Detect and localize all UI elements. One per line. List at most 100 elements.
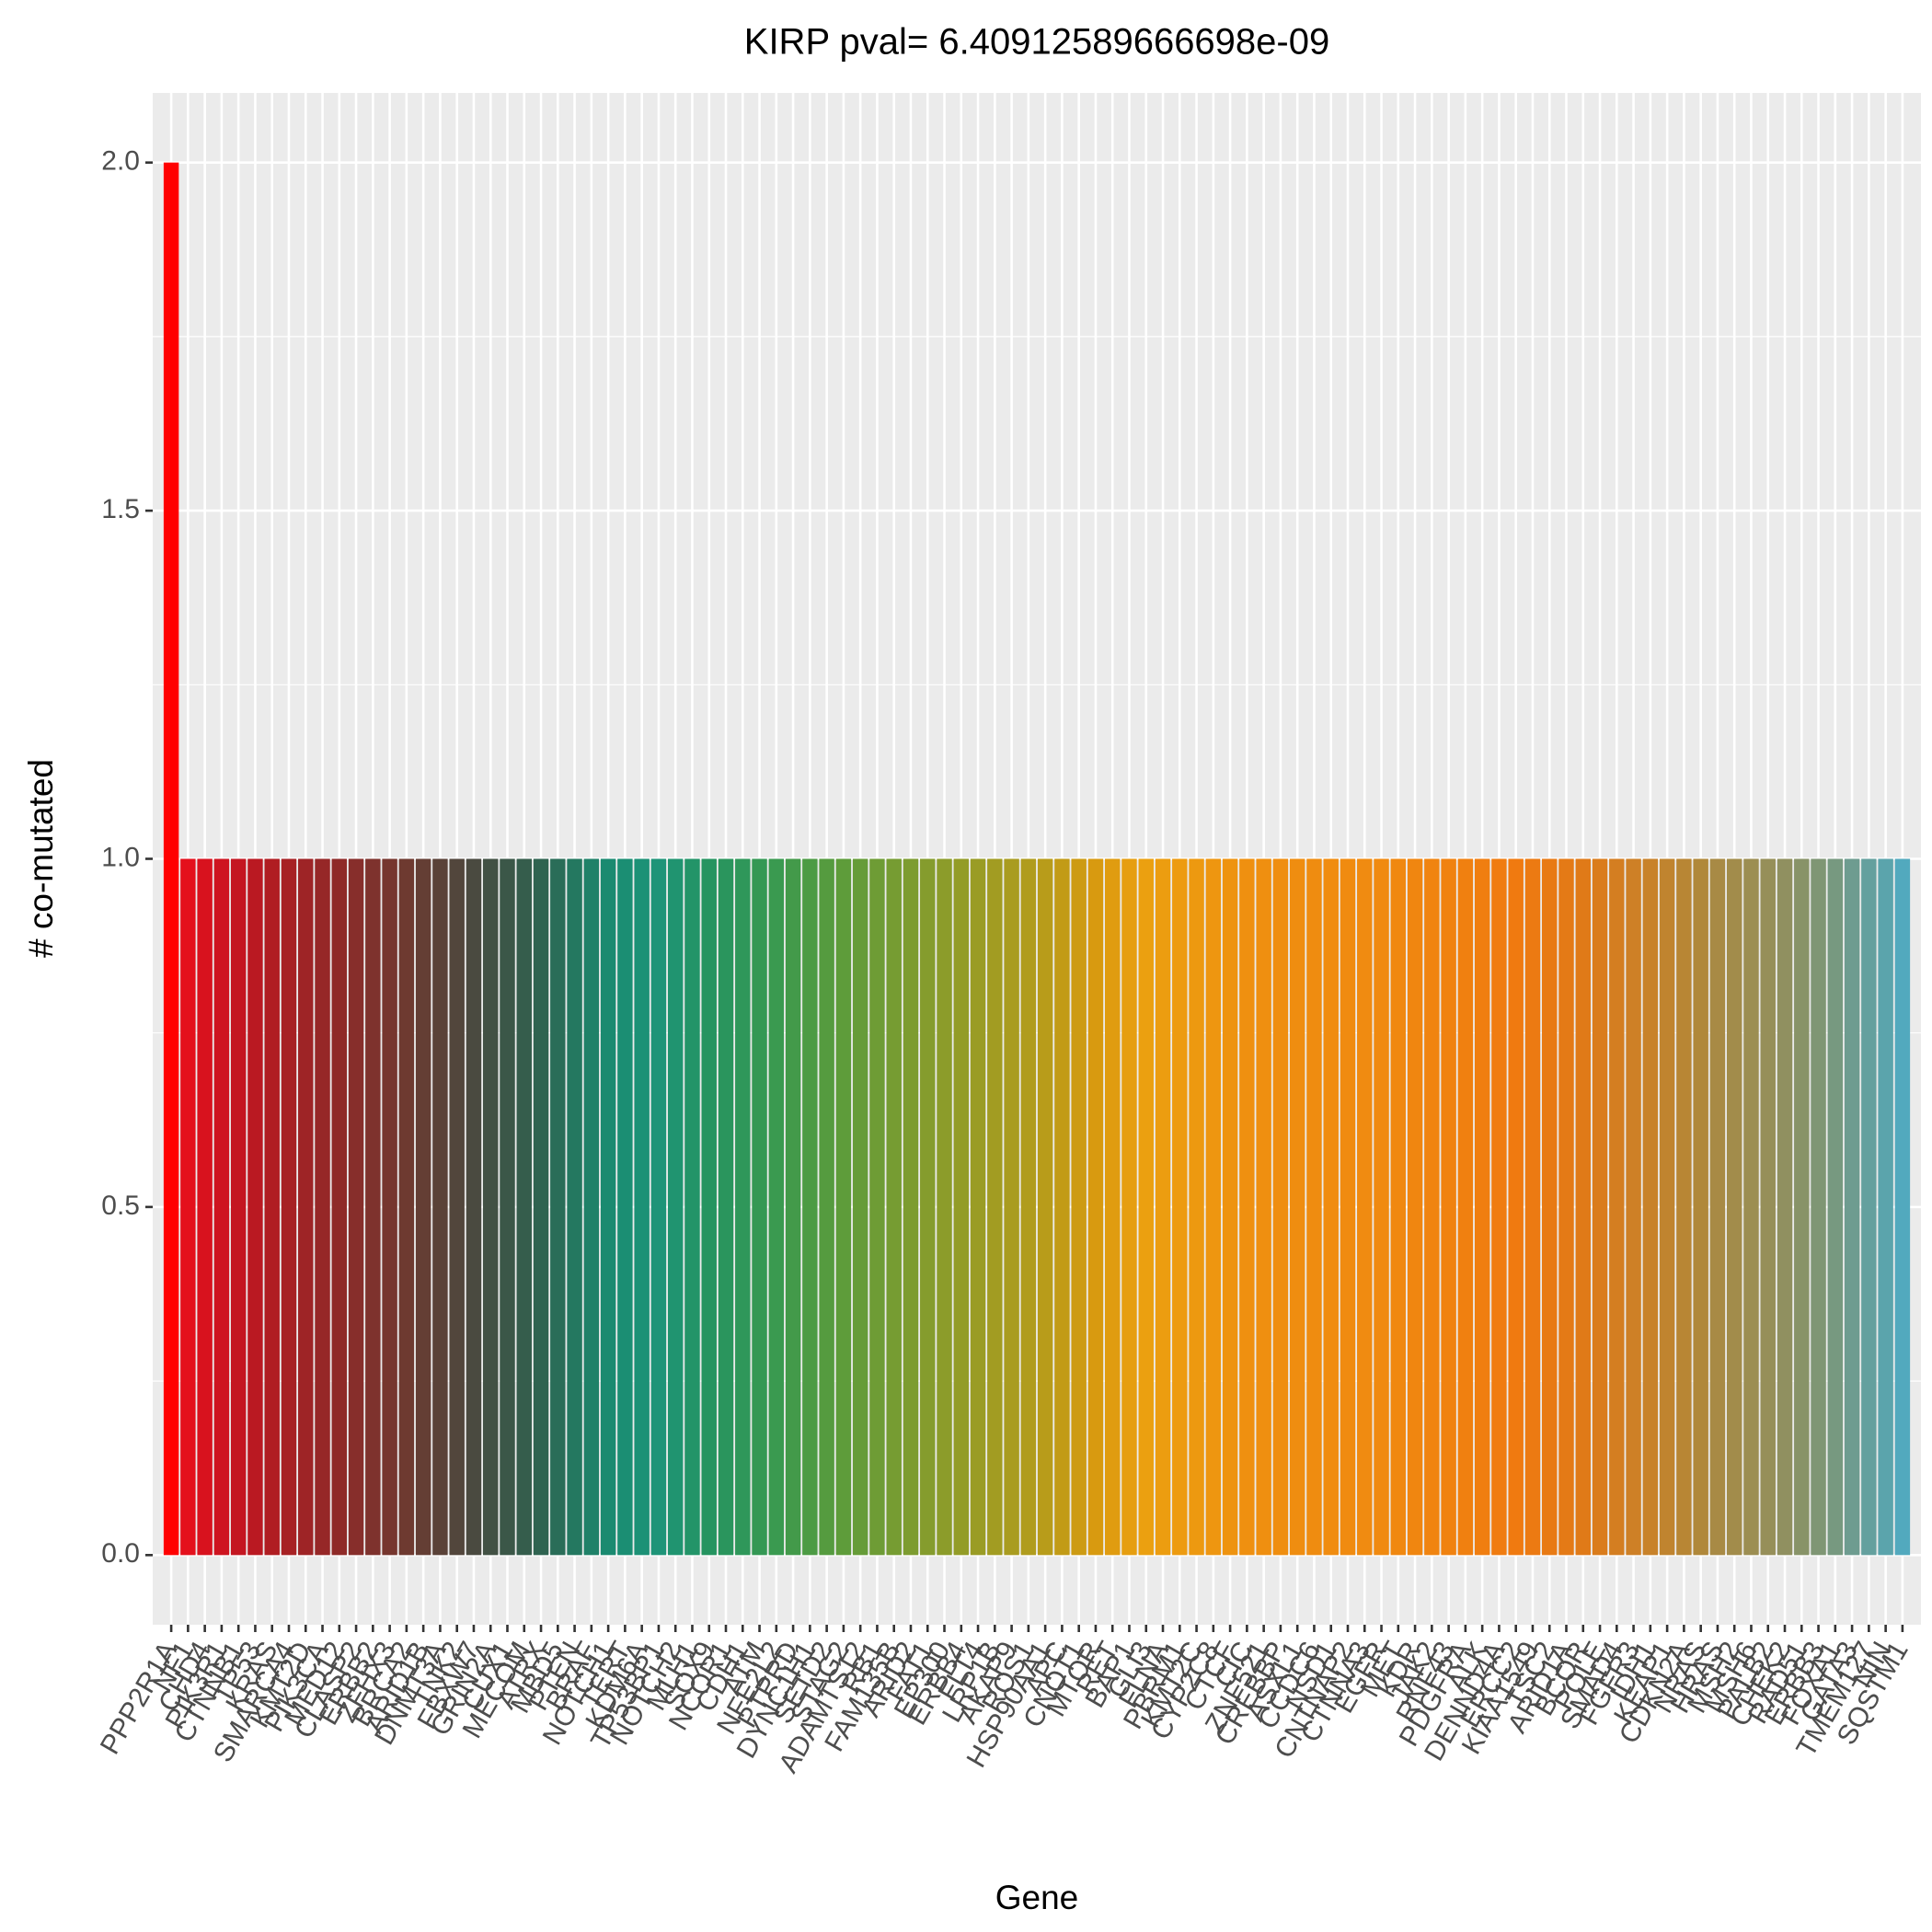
bar — [1222, 858, 1238, 1556]
bar — [718, 858, 734, 1556]
bar — [1575, 858, 1591, 1556]
bar — [650, 858, 667, 1556]
bar — [1256, 858, 1271, 1556]
bar — [213, 858, 230, 1556]
bar — [1172, 858, 1188, 1556]
bar — [1441, 858, 1456, 1556]
bar — [1374, 858, 1389, 1556]
bar — [1844, 858, 1860, 1556]
bar — [634, 858, 650, 1556]
bar — [449, 858, 465, 1556]
bar — [1777, 858, 1793, 1556]
bar — [1189, 858, 1204, 1556]
bar — [1121, 858, 1137, 1556]
bar — [785, 858, 801, 1556]
chart-title: KIRP pval= 6.40912589666698e-09 — [744, 22, 1329, 63]
bar — [903, 858, 919, 1556]
y-tick-label: 0.0 — [101, 1538, 140, 1569]
bar — [1424, 858, 1440, 1556]
bar — [1239, 858, 1255, 1556]
bar — [230, 858, 247, 1556]
bar — [1743, 858, 1759, 1556]
bars — [163, 162, 1911, 1556]
bar — [1760, 858, 1776, 1556]
bar — [1609, 858, 1625, 1556]
y-tick-label: 0.5 — [101, 1190, 140, 1221]
bar — [852, 858, 868, 1556]
bar — [432, 858, 448, 1556]
bar — [987, 858, 1003, 1556]
bar — [920, 858, 936, 1556]
bar — [500, 858, 515, 1556]
bar — [1272, 858, 1289, 1556]
bar — [298, 858, 314, 1556]
bar — [398, 858, 415, 1556]
bar — [483, 858, 499, 1556]
bar — [247, 858, 263, 1556]
bar — [802, 858, 818, 1556]
bar — [1626, 858, 1641, 1556]
bar — [1508, 858, 1524, 1556]
bar — [1659, 858, 1675, 1556]
bar — [1827, 858, 1844, 1556]
bar — [667, 858, 684, 1556]
bar — [1794, 858, 1810, 1556]
y-tick-label: 2.0 — [101, 146, 140, 177]
bar — [1474, 858, 1490, 1556]
y-tick-label: 1.0 — [101, 842, 140, 872]
bar — [583, 858, 600, 1556]
bar — [1087, 858, 1104, 1556]
bar — [1205, 858, 1222, 1556]
bar — [1407, 858, 1423, 1556]
bar — [768, 858, 785, 1556]
bar — [1155, 858, 1171, 1556]
bar — [937, 858, 952, 1556]
y-tick-label: 1.5 — [101, 494, 140, 524]
bar — [533, 858, 549, 1556]
bar — [315, 858, 330, 1556]
bar — [331, 858, 348, 1556]
bar — [1289, 858, 1305, 1556]
bar — [197, 858, 213, 1556]
bar — [567, 858, 582, 1556]
bar — [1020, 858, 1037, 1556]
bar — [835, 858, 852, 1556]
bar — [1878, 858, 1893, 1556]
bar — [1138, 858, 1154, 1556]
bar — [1104, 858, 1121, 1556]
bar — [1726, 858, 1742, 1556]
bar — [264, 858, 280, 1556]
x-axis-title: Gene — [995, 1879, 1079, 1916]
bar — [970, 858, 986, 1556]
bar — [617, 858, 633, 1556]
bar — [1709, 858, 1726, 1556]
bar — [1357, 858, 1373, 1556]
bar — [701, 858, 717, 1556]
bar — [382, 858, 397, 1556]
bar — [1811, 858, 1826, 1556]
bar — [869, 858, 885, 1556]
bar — [953, 858, 970, 1556]
bar — [516, 858, 532, 1556]
bar — [1457, 858, 1474, 1556]
bar — [1861, 858, 1877, 1556]
bar — [466, 858, 482, 1556]
bar — [684, 858, 700, 1556]
bar — [1306, 858, 1322, 1556]
y-axis-title: # co-mutated — [22, 759, 60, 958]
bar — [163, 162, 179, 1556]
bar — [550, 858, 566, 1556]
bar — [1524, 858, 1541, 1556]
bar — [1390, 858, 1407, 1556]
bar — [735, 858, 751, 1556]
bar — [886, 858, 902, 1556]
bar — [752, 858, 767, 1556]
bar — [1054, 858, 1070, 1556]
bar — [365, 858, 381, 1556]
bar — [281, 858, 297, 1556]
bar — [1491, 858, 1507, 1556]
bar — [819, 858, 834, 1556]
bar — [1894, 858, 1911, 1556]
